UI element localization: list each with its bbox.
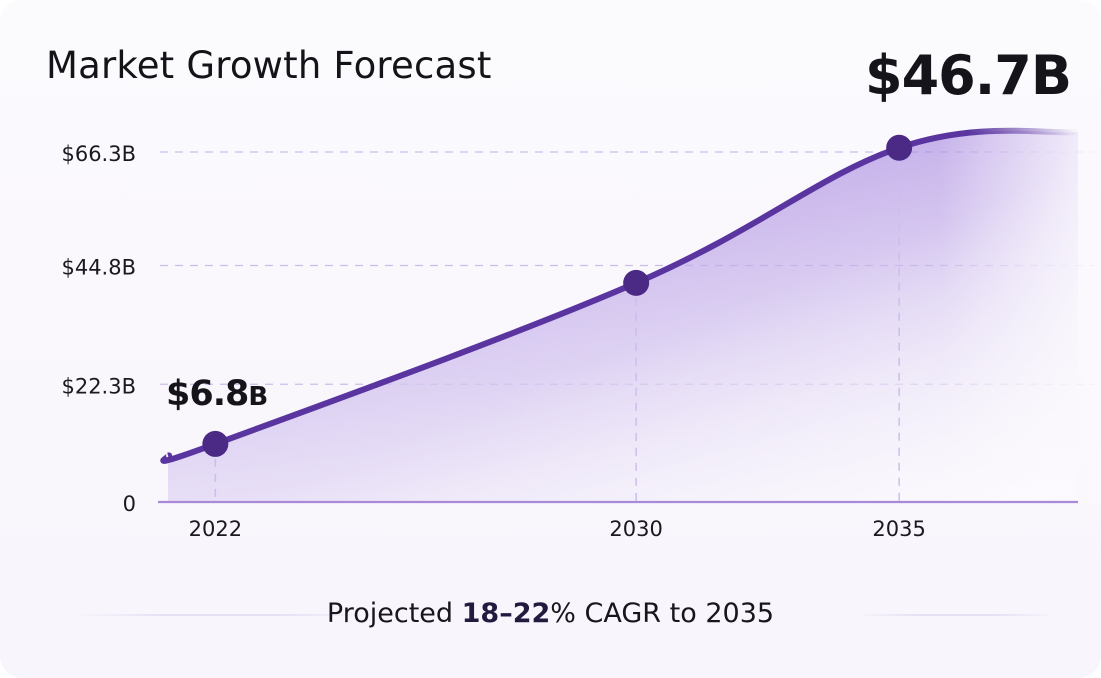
y-tick-label: $66.3B xyxy=(61,142,136,166)
annotation-start-number: $6.8 xyxy=(166,374,249,414)
data-point xyxy=(623,269,650,296)
annotation-start-value: $6.8B xyxy=(166,374,268,414)
vertical-guides xyxy=(214,147,900,502)
annotation-start-unit: B xyxy=(248,382,268,412)
x-tick-label: 2030 xyxy=(609,517,662,541)
footer-prefix: Projected xyxy=(326,598,462,629)
y-axis-ticks: 0 $22.3B $44.8B $66.3B xyxy=(61,142,136,516)
data-point xyxy=(886,134,913,161)
area-fade xyxy=(163,130,1078,503)
x-tick-label: 2022 xyxy=(189,517,242,541)
data-point xyxy=(202,430,229,457)
y-tick-label: 0 xyxy=(123,492,136,516)
x-tick-label: 2035 xyxy=(872,517,925,541)
annotation-end-value: $46.7B xyxy=(865,44,1072,107)
y-tick-label: $44.8B xyxy=(61,255,136,279)
y-tick-label: $22.3B xyxy=(61,374,136,398)
area-layer xyxy=(163,120,1100,505)
area-right-fade xyxy=(940,120,1100,505)
footer-divider-right xyxy=(856,614,1056,616)
chart-title: Market Growth Forecast xyxy=(46,44,492,87)
footer-caption: Projected 18–22% CAGR to 2035 xyxy=(0,598,1101,629)
footer-suffix: % CAGR to 2035 xyxy=(550,598,775,629)
x-axis-ticks: 2022 2030 2035 xyxy=(189,517,926,541)
footer-divider-left xyxy=(72,614,372,616)
data-points xyxy=(202,134,913,457)
footer-cagr-range: 18–22 xyxy=(461,598,551,629)
